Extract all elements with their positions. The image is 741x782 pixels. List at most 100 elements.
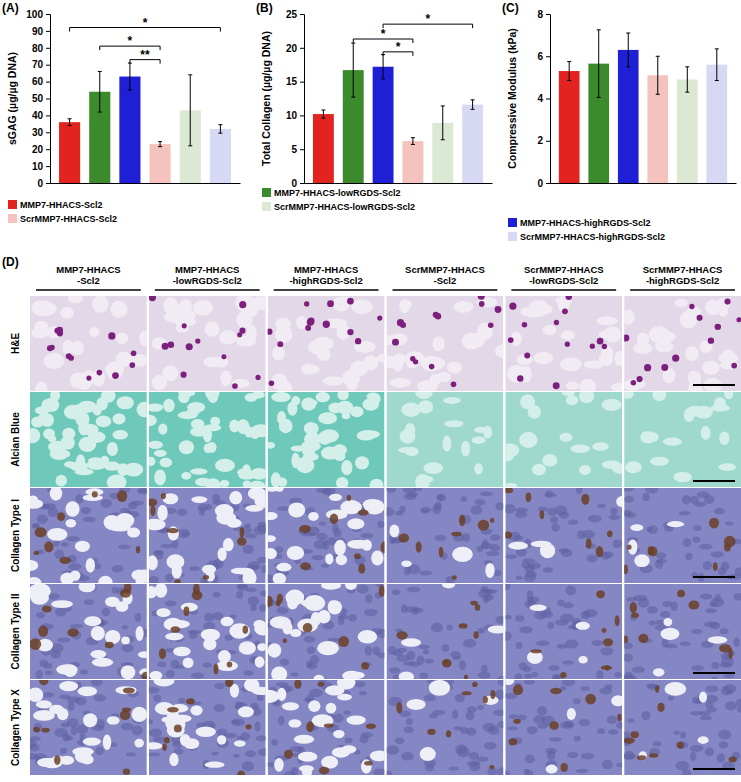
row-label: Collagen Type I	[10, 499, 21, 572]
x-axis	[551, 183, 737, 184]
micrograph	[387, 488, 504, 583]
micrograph	[624, 680, 741, 775]
micrograph	[624, 488, 741, 583]
axis-line	[46, 15, 51, 184]
tick-label: 0	[537, 178, 543, 189]
legend-swatch	[508, 232, 517, 241]
bar	[119, 77, 140, 183]
bar	[462, 105, 483, 183]
y-axis-title: Total Collagen (µg/µg DNA)	[260, 31, 272, 166]
error-bar	[715, 49, 719, 81]
axis-line	[546, 15, 551, 184]
micrograph	[387, 392, 504, 487]
bar	[210, 129, 231, 183]
y-axis-title: Compressive Modulus (kPa)	[506, 28, 518, 169]
header-rule	[155, 289, 260, 291]
tick-mark	[546, 141, 550, 142]
y-tick: 30	[32, 127, 50, 138]
error-bar	[218, 125, 222, 133]
panel-label: (B)	[256, 1, 273, 15]
bar	[373, 67, 394, 183]
scale-bar	[693, 672, 735, 674]
legend-label: MMP7-HHACS-Scl2	[20, 200, 103, 210]
column-header: MMP7-HHACS	[294, 264, 358, 275]
error-bar	[128, 63, 132, 90]
bar	[559, 71, 580, 183]
error-bar	[471, 100, 475, 109]
scale-bar	[693, 480, 735, 482]
chart-0: 0102030405060708090100sGAG (µg/µg DNA)(A…	[2, 1, 241, 224]
tick-mark	[46, 99, 50, 100]
micrograph	[149, 296, 266, 391]
tick-mark	[300, 14, 304, 15]
micrograph	[624, 392, 741, 487]
micrograph	[268, 584, 385, 679]
plot-marks	[313, 43, 483, 183]
y-tick: 2	[537, 135, 550, 146]
column-header: MMP7-HHACS	[56, 264, 120, 275]
tick-mark	[46, 65, 50, 66]
y-tick: 20	[286, 43, 304, 54]
micrograph	[149, 392, 266, 487]
column-header: ScrMMP7-HHACS	[405, 264, 485, 275]
legend-item: MMP7-HHACS-Scl2	[8, 200, 103, 210]
legend-swatch	[262, 202, 271, 211]
panel-label: (A)	[2, 1, 19, 15]
bar	[677, 79, 698, 183]
tick-mark	[300, 149, 304, 150]
y-tick: 70	[32, 59, 50, 70]
error-bar	[626, 33, 630, 67]
micrograph	[505, 296, 622, 391]
micrograph	[30, 296, 147, 391]
legend-label: MMP7-HHACS-lowRGDS-Scl2	[274, 188, 401, 198]
bar	[618, 50, 639, 183]
tick-mark	[46, 115, 50, 116]
y-tick: 25	[286, 9, 304, 20]
tick-label: 90	[32, 26, 44, 37]
legend-item: ScrMMP7-HHACS-highRGDS-Scl2	[508, 232, 665, 242]
column-header: -Scl2	[434, 275, 457, 286]
panel-label: (D)	[2, 255, 19, 269]
tick-mark	[46, 149, 50, 150]
legend-swatch	[262, 188, 271, 197]
micrograph	[624, 296, 741, 391]
micrograph	[149, 488, 266, 583]
row-label: Alcian Blue	[10, 412, 21, 467]
legend-swatch	[508, 218, 517, 227]
micrograph	[149, 680, 266, 775]
axis-line	[305, 183, 493, 184]
y-tick: 80	[32, 43, 50, 54]
error-bar	[567, 62, 571, 81]
y-tick: 60	[32, 76, 50, 87]
tick-mark	[300, 48, 304, 49]
scale-bar	[693, 768, 735, 770]
header-rule	[36, 289, 141, 291]
legend-label: ScrMMP7-HHACS-Scl2	[20, 214, 117, 224]
legend-swatch	[8, 200, 17, 209]
column-header: ScrMMP7-HHACS	[524, 264, 604, 275]
micrograph	[268, 392, 385, 487]
figure: 0102030405060708090100sGAG (µg/µg DNA)(A…	[0, 0, 741, 782]
legend-item: ScrMMP7-HHACS-Scl2	[8, 214, 117, 224]
header-rule	[511, 289, 616, 291]
micrograph	[268, 296, 385, 391]
micrograph	[387, 296, 504, 391]
micrograph	[505, 488, 622, 583]
significance-label: *	[426, 12, 431, 26]
column-header: ScrMMP7-HHACS	[643, 264, 723, 275]
y-tick: 8	[537, 9, 550, 20]
micrograph	[30, 488, 147, 583]
tick-mark	[46, 166, 50, 167]
tick-label: 25	[286, 9, 298, 20]
error-bar	[685, 67, 689, 92]
x-axis	[51, 183, 241, 184]
axis-line	[300, 15, 305, 184]
tick-mark	[46, 31, 50, 32]
tick-label: 50	[32, 93, 44, 104]
y-tick: 4	[537, 93, 550, 104]
legend-item: MMP7-HHACS-lowRGDS-Scl2	[262, 188, 401, 198]
tick-label: 70	[32, 59, 44, 70]
row-label: H&E	[10, 333, 21, 354]
micrograph	[387, 584, 504, 679]
micrograph	[30, 392, 147, 487]
